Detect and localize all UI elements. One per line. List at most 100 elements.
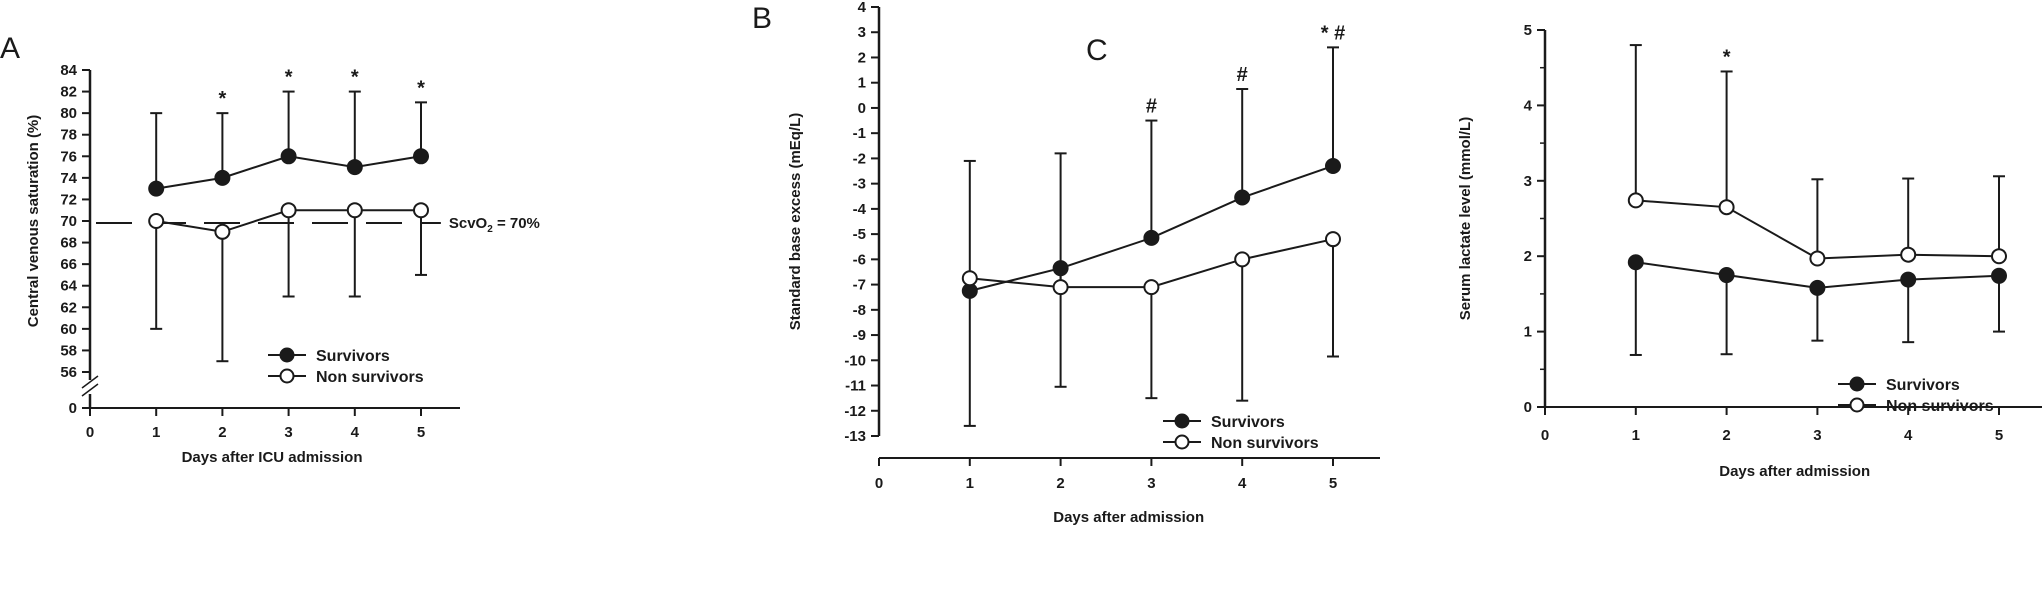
x-tick-label: 3 [1813, 427, 1821, 444]
x-tick-label: 4 [1904, 427, 1913, 444]
legend-label: Survivors [1211, 414, 1285, 431]
panel-c: C 0 1 2 3 4 5 Serum lactate level (mmol/L) 0 1 2 3 4… [1086, 22, 2042, 480]
reference-label-subscript: 2 [487, 224, 493, 235]
y-tick-label: -5 [853, 226, 866, 243]
axis-break-mark [81, 383, 99, 397]
legend-label: Survivors [1886, 377, 1960, 394]
x-axis-label: Days after ICU admission [182, 449, 363, 466]
reference-label-rest: = 70% [493, 215, 540, 232]
y-tick-label: -1 [853, 125, 866, 142]
y-tick-label: -8 [853, 302, 866, 319]
y-tick-label: -12 [844, 403, 866, 420]
reference-line-label: ScvO2 = 70% [449, 215, 540, 235]
x-axis-label: Days after admission [1719, 463, 1870, 480]
x-tick-label: 5 [417, 424, 425, 441]
legend-open-circle-icon [279, 368, 295, 384]
panel-a: A 0 56 58 60 62 64 66 68 70 72 74 76 78 80 82 84 Central … [0, 32, 540, 466]
significance-marker: * [1723, 46, 1731, 68]
survivors-point [413, 148, 429, 165]
panel-label: B [752, 2, 772, 35]
x-tick-label: 4 [351, 424, 360, 441]
y-tick-label: 5 [1524, 22, 1532, 39]
y-tick-label: -10 [844, 352, 866, 369]
y-tick-label: 70 [60, 213, 77, 230]
y-tick-label: 1 [858, 75, 866, 92]
reference-label-main: ScvO [449, 215, 488, 232]
non-survivors-point [214, 223, 231, 240]
significance-marker: * # [1321, 22, 1345, 44]
x-tick-label: 0 [86, 424, 94, 441]
y-tick-label: 3 [858, 24, 866, 41]
y-tick-label: 0 [1524, 399, 1532, 416]
non-survivors-point [1627, 192, 1644, 209]
x-tick-label: 5 [1995, 427, 2003, 444]
x-tick-label: 2 [1722, 427, 1730, 444]
y-tick-label: 62 [60, 299, 77, 316]
x-tick-label: 0 [1541, 427, 1549, 444]
y-tick-label: -7 [853, 277, 866, 294]
y-tick-label: -6 [853, 251, 866, 268]
y-axis-label: Standard base excess (mEq/L) [787, 113, 804, 331]
x-tick-label: 2 [218, 424, 226, 441]
non-survivors-point [1325, 231, 1341, 248]
x-tick-label: 1 [1632, 427, 1640, 444]
survivors-point [1325, 157, 1341, 174]
non-survivors-point [1809, 250, 1826, 267]
non-survivors-point [148, 213, 165, 229]
y-tick-label: -9 [853, 327, 866, 344]
legend-label: Non survivors [1211, 435, 1319, 452]
survivors-point [1900, 271, 1917, 288]
y-tick-label: -13 [844, 428, 866, 445]
survivors-point [214, 169, 231, 186]
survivors-point [1234, 189, 1251, 206]
y-tick-label: 2 [858, 49, 866, 66]
significance-marker: * [285, 67, 293, 89]
survivors-point [1718, 267, 1735, 284]
y-tick-label: 68 [60, 235, 77, 252]
survivors-point [1627, 254, 1644, 271]
legend-label: Survivors [316, 348, 390, 365]
non-survivors-point [346, 202, 363, 219]
y-tick-label: 2 [1524, 248, 1532, 265]
y-tick-label: -4 [853, 201, 867, 218]
y-tick-label: 72 [60, 191, 77, 208]
y-tick-label: -3 [853, 176, 866, 193]
non-survivors-point [1718, 199, 1735, 216]
y-tick-label: 84 [60, 62, 77, 79]
x-tick-label: 3 [284, 424, 292, 441]
y-tick-label: 76 [60, 148, 77, 165]
survivors-point [1991, 267, 2007, 284]
significance-marker: # [1237, 64, 1248, 86]
x-tick-label: 2 [1056, 475, 1064, 492]
y-tick-label: 64 [60, 278, 77, 295]
x-tick-label: 1 [152, 424, 160, 441]
y-tick-label: 1 [1524, 324, 1532, 341]
non-survivors-point [413, 202, 429, 219]
x-axis-label: Days after admission [1053, 509, 1204, 526]
y-tick-label: -11 [845, 378, 866, 395]
y-tick-label: 3 [1524, 173, 1532, 190]
non-survivors-point [1991, 248, 2007, 265]
x-tick-label: 1 [966, 475, 974, 492]
non-survivors-point [1143, 279, 1160, 296]
survivors-point [280, 148, 297, 165]
panel-label: C [1086, 34, 1108, 67]
survivors-point [1143, 229, 1160, 246]
panel-label: A [0, 32, 20, 65]
x-tick-label: 4 [1238, 475, 1247, 492]
y-tick-label: 60 [60, 321, 77, 338]
significance-marker: * [351, 67, 359, 89]
y-axis-label: Serum lactate level (mmol/L) [1457, 117, 1474, 320]
non-survivors-point [280, 202, 297, 219]
legend-label: Non survivors [1886, 398, 1994, 415]
non-survivors-point [1234, 251, 1251, 268]
significance-marker: * [417, 77, 425, 99]
non-survivors-point [1900, 246, 1917, 263]
survivors-point [148, 180, 165, 197]
panel-b: B 4 3 2 1 0 -1 -2 -3 -4 -5 -6 -7 -8 -9 -10 -11 -12 -13 Stan… [752, 0, 1380, 526]
legend-filled-circle-icon [279, 347, 295, 363]
y-tick-label: 0 [858, 100, 866, 117]
survivors-point [1809, 279, 1826, 296]
y-tick-label: 78 [60, 127, 77, 144]
